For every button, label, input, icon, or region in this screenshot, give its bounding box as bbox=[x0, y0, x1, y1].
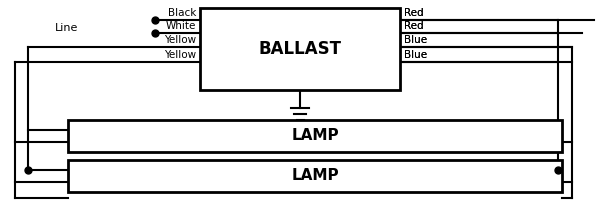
Text: Line: Line bbox=[55, 23, 78, 33]
Text: Red: Red bbox=[404, 21, 424, 31]
Bar bbox=[200, 8, 400, 90]
Text: LAMP: LAMP bbox=[291, 168, 339, 184]
Text: BALLAST: BALLAST bbox=[258, 40, 342, 58]
Text: Red: Red bbox=[404, 8, 424, 18]
Text: Blue: Blue bbox=[404, 35, 427, 45]
Text: Yellow: Yellow bbox=[164, 35, 196, 45]
Text: Red: Red bbox=[404, 21, 424, 31]
Text: LAMP: LAMP bbox=[291, 128, 339, 143]
Bar bbox=[68, 160, 562, 192]
Text: White: White bbox=[165, 21, 196, 31]
Text: Black: Black bbox=[168, 8, 196, 18]
Text: Red: Red bbox=[404, 8, 424, 18]
Text: Blue: Blue bbox=[404, 50, 427, 60]
Text: Yellow: Yellow bbox=[164, 50, 196, 60]
Text: Blue: Blue bbox=[404, 50, 427, 60]
Text: Blue: Blue bbox=[404, 35, 427, 45]
Bar bbox=[68, 120, 562, 152]
